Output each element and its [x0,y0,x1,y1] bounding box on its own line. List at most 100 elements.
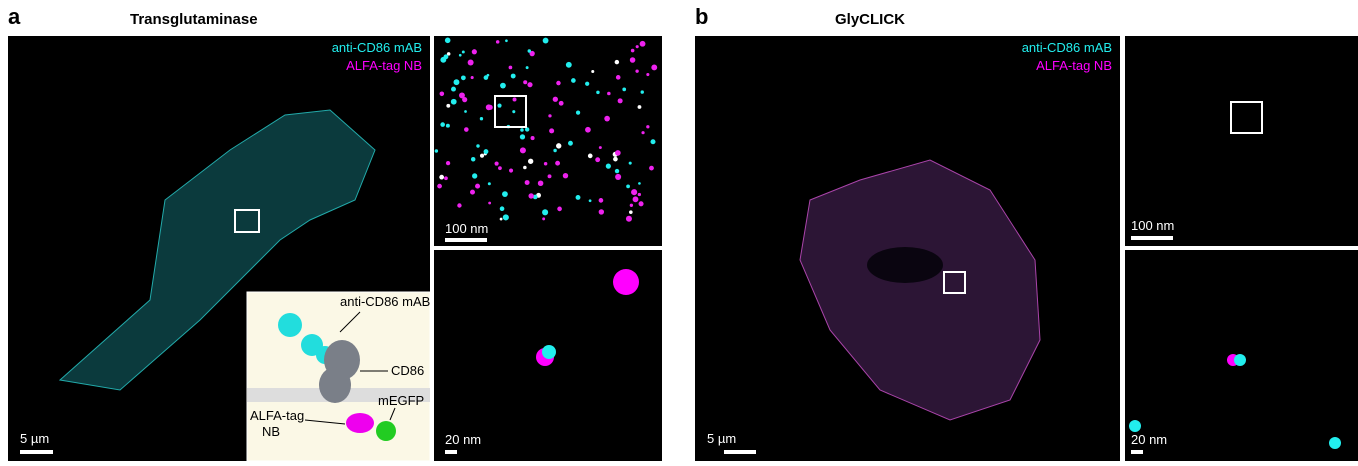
spot [563,173,568,178]
spot [480,154,484,158]
spot [1129,420,1141,432]
spot [488,182,491,185]
nucleus [867,247,943,283]
schematic-label: CD86 [391,363,424,378]
spot [513,97,517,101]
spot [576,195,581,200]
spot [639,201,644,206]
spot [520,128,524,132]
spot [589,199,592,202]
spot [509,66,513,70]
scale-bar [445,450,457,454]
spot [599,209,604,214]
legend-entry: ALFA-tag NB [346,58,422,73]
schematic-label: anti-CD86 mAB [340,294,430,309]
figure: a Transglutaminase b GlyCLICK anti-CD86 … [0,0,1358,461]
spot [615,174,621,180]
spot [440,92,445,97]
spot [472,173,477,178]
spot [646,73,649,76]
spot [568,141,573,146]
spot [470,190,475,195]
spot [526,66,529,69]
spot [646,125,649,128]
spot [638,182,641,185]
spot [613,157,618,162]
schematic-label: mEGFP [378,393,424,408]
spot [548,114,551,117]
spot [606,164,611,169]
spot [544,162,547,165]
spot [503,214,509,220]
spot [571,78,576,83]
schematic-label: ALFA-tag [250,408,304,423]
spot [599,146,602,149]
spot [638,105,642,109]
spot [498,166,502,170]
panel-title: Transglutaminase [130,11,258,28]
spot [446,161,450,165]
spot [631,189,637,195]
spot [638,193,641,196]
spot [630,204,633,207]
spot [650,139,655,144]
spot [520,147,526,153]
spot [630,57,636,63]
spot [444,176,448,180]
panel-letter: b [695,4,708,29]
scale-label: 20 nm [1131,432,1167,447]
nanobody [346,413,374,433]
spot [464,127,469,132]
spot [475,184,480,189]
scale-label: 100 nm [1131,218,1174,233]
spot [444,54,449,59]
spot [640,41,646,47]
spot [484,149,489,154]
spot [512,110,515,113]
spot [446,124,450,128]
spot [641,90,644,93]
spot [629,162,632,165]
spot [459,54,462,57]
spot [468,60,474,66]
spot [528,159,533,164]
spot [1329,437,1341,449]
spot [464,110,467,113]
spot [523,80,527,84]
spot [542,345,556,359]
legend-entry: anti-CD86 mAB [332,40,422,55]
spot [543,38,549,44]
spot [472,49,477,54]
scale-bar [724,450,756,454]
spot [556,81,561,86]
scale-bar [445,238,487,242]
spot [615,60,619,64]
legend-entry: anti-CD86 mAB [1022,40,1112,55]
spot [528,193,533,198]
spot [471,157,475,161]
spot [497,104,501,108]
spot [439,175,444,180]
spot [476,144,479,147]
spot [523,166,527,170]
scale-label: 100 nm [445,221,488,236]
spot [622,88,626,92]
spot [633,196,639,202]
spot [636,45,639,48]
spot [511,74,516,79]
spot [538,180,544,186]
spot [457,203,461,207]
scale-bar [20,450,53,454]
spot [525,180,530,185]
scale-label: 5 µm [707,431,736,446]
spot [446,104,450,108]
spot [588,154,593,159]
spot [1234,354,1246,366]
spot [480,117,483,120]
spot [451,99,457,105]
spot [542,209,548,215]
spot [555,161,560,166]
spot [553,97,558,102]
spot [435,149,438,152]
spot [440,122,445,127]
